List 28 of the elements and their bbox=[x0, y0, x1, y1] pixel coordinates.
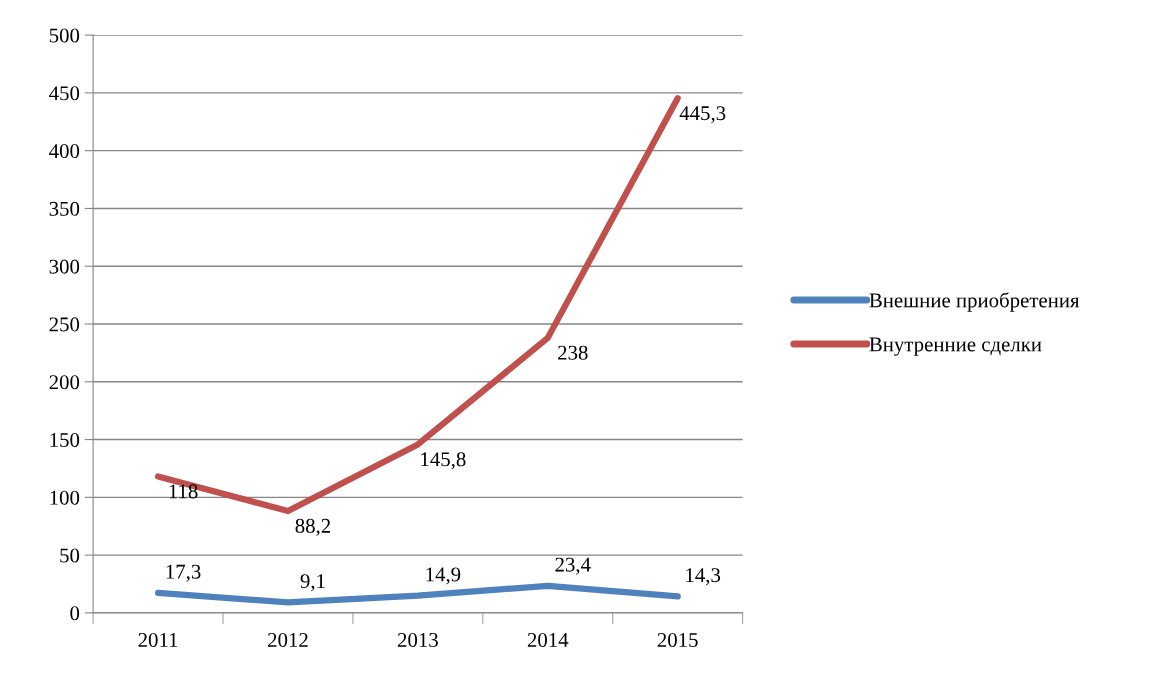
data-label: 88,2 bbox=[295, 518, 331, 536]
data-label: 118 bbox=[169, 484, 198, 499]
y-tick-label: 200 bbox=[49, 375, 80, 390]
y-tick-label: 0 bbox=[70, 606, 80, 621]
x-tick-label: 2014 bbox=[527, 632, 569, 648]
x-tick-label: 2012 bbox=[268, 632, 308, 648]
x-tick-label: 2015 bbox=[657, 632, 698, 648]
y-tick-label: 400 bbox=[49, 144, 80, 159]
data-label: 14,3 bbox=[686, 568, 721, 586]
y-tick-label: 150 bbox=[50, 432, 80, 447]
x-tick-label: 2013 bbox=[397, 632, 438, 648]
legend-label: Внутренние сделки bbox=[869, 337, 1042, 356]
y-tick-label: 450 bbox=[49, 86, 80, 101]
data-label: 445,3 bbox=[679, 106, 726, 124]
y-tick-label: 500 bbox=[49, 28, 80, 43]
y-tick-label: 350 bbox=[49, 201, 80, 216]
y-tick-label: 300 bbox=[49, 259, 80, 274]
data-label: 23,4 bbox=[555, 557, 591, 575]
legend-label: Внешние приобретения bbox=[869, 292, 1080, 312]
y-tick-label: 100 bbox=[50, 490, 80, 505]
data-label: 17,3 bbox=[166, 564, 201, 582]
data-label: 9,1 bbox=[300, 574, 325, 592]
y-tick-label: 250 bbox=[49, 317, 80, 332]
y-tick-label: 50 bbox=[60, 548, 80, 563]
data-label: 14,9 bbox=[426, 567, 461, 585]
data-label: 238 bbox=[558, 345, 588, 360]
data-label: 145,8 bbox=[421, 452, 466, 470]
x-tick-label: 2011 bbox=[138, 632, 178, 648]
